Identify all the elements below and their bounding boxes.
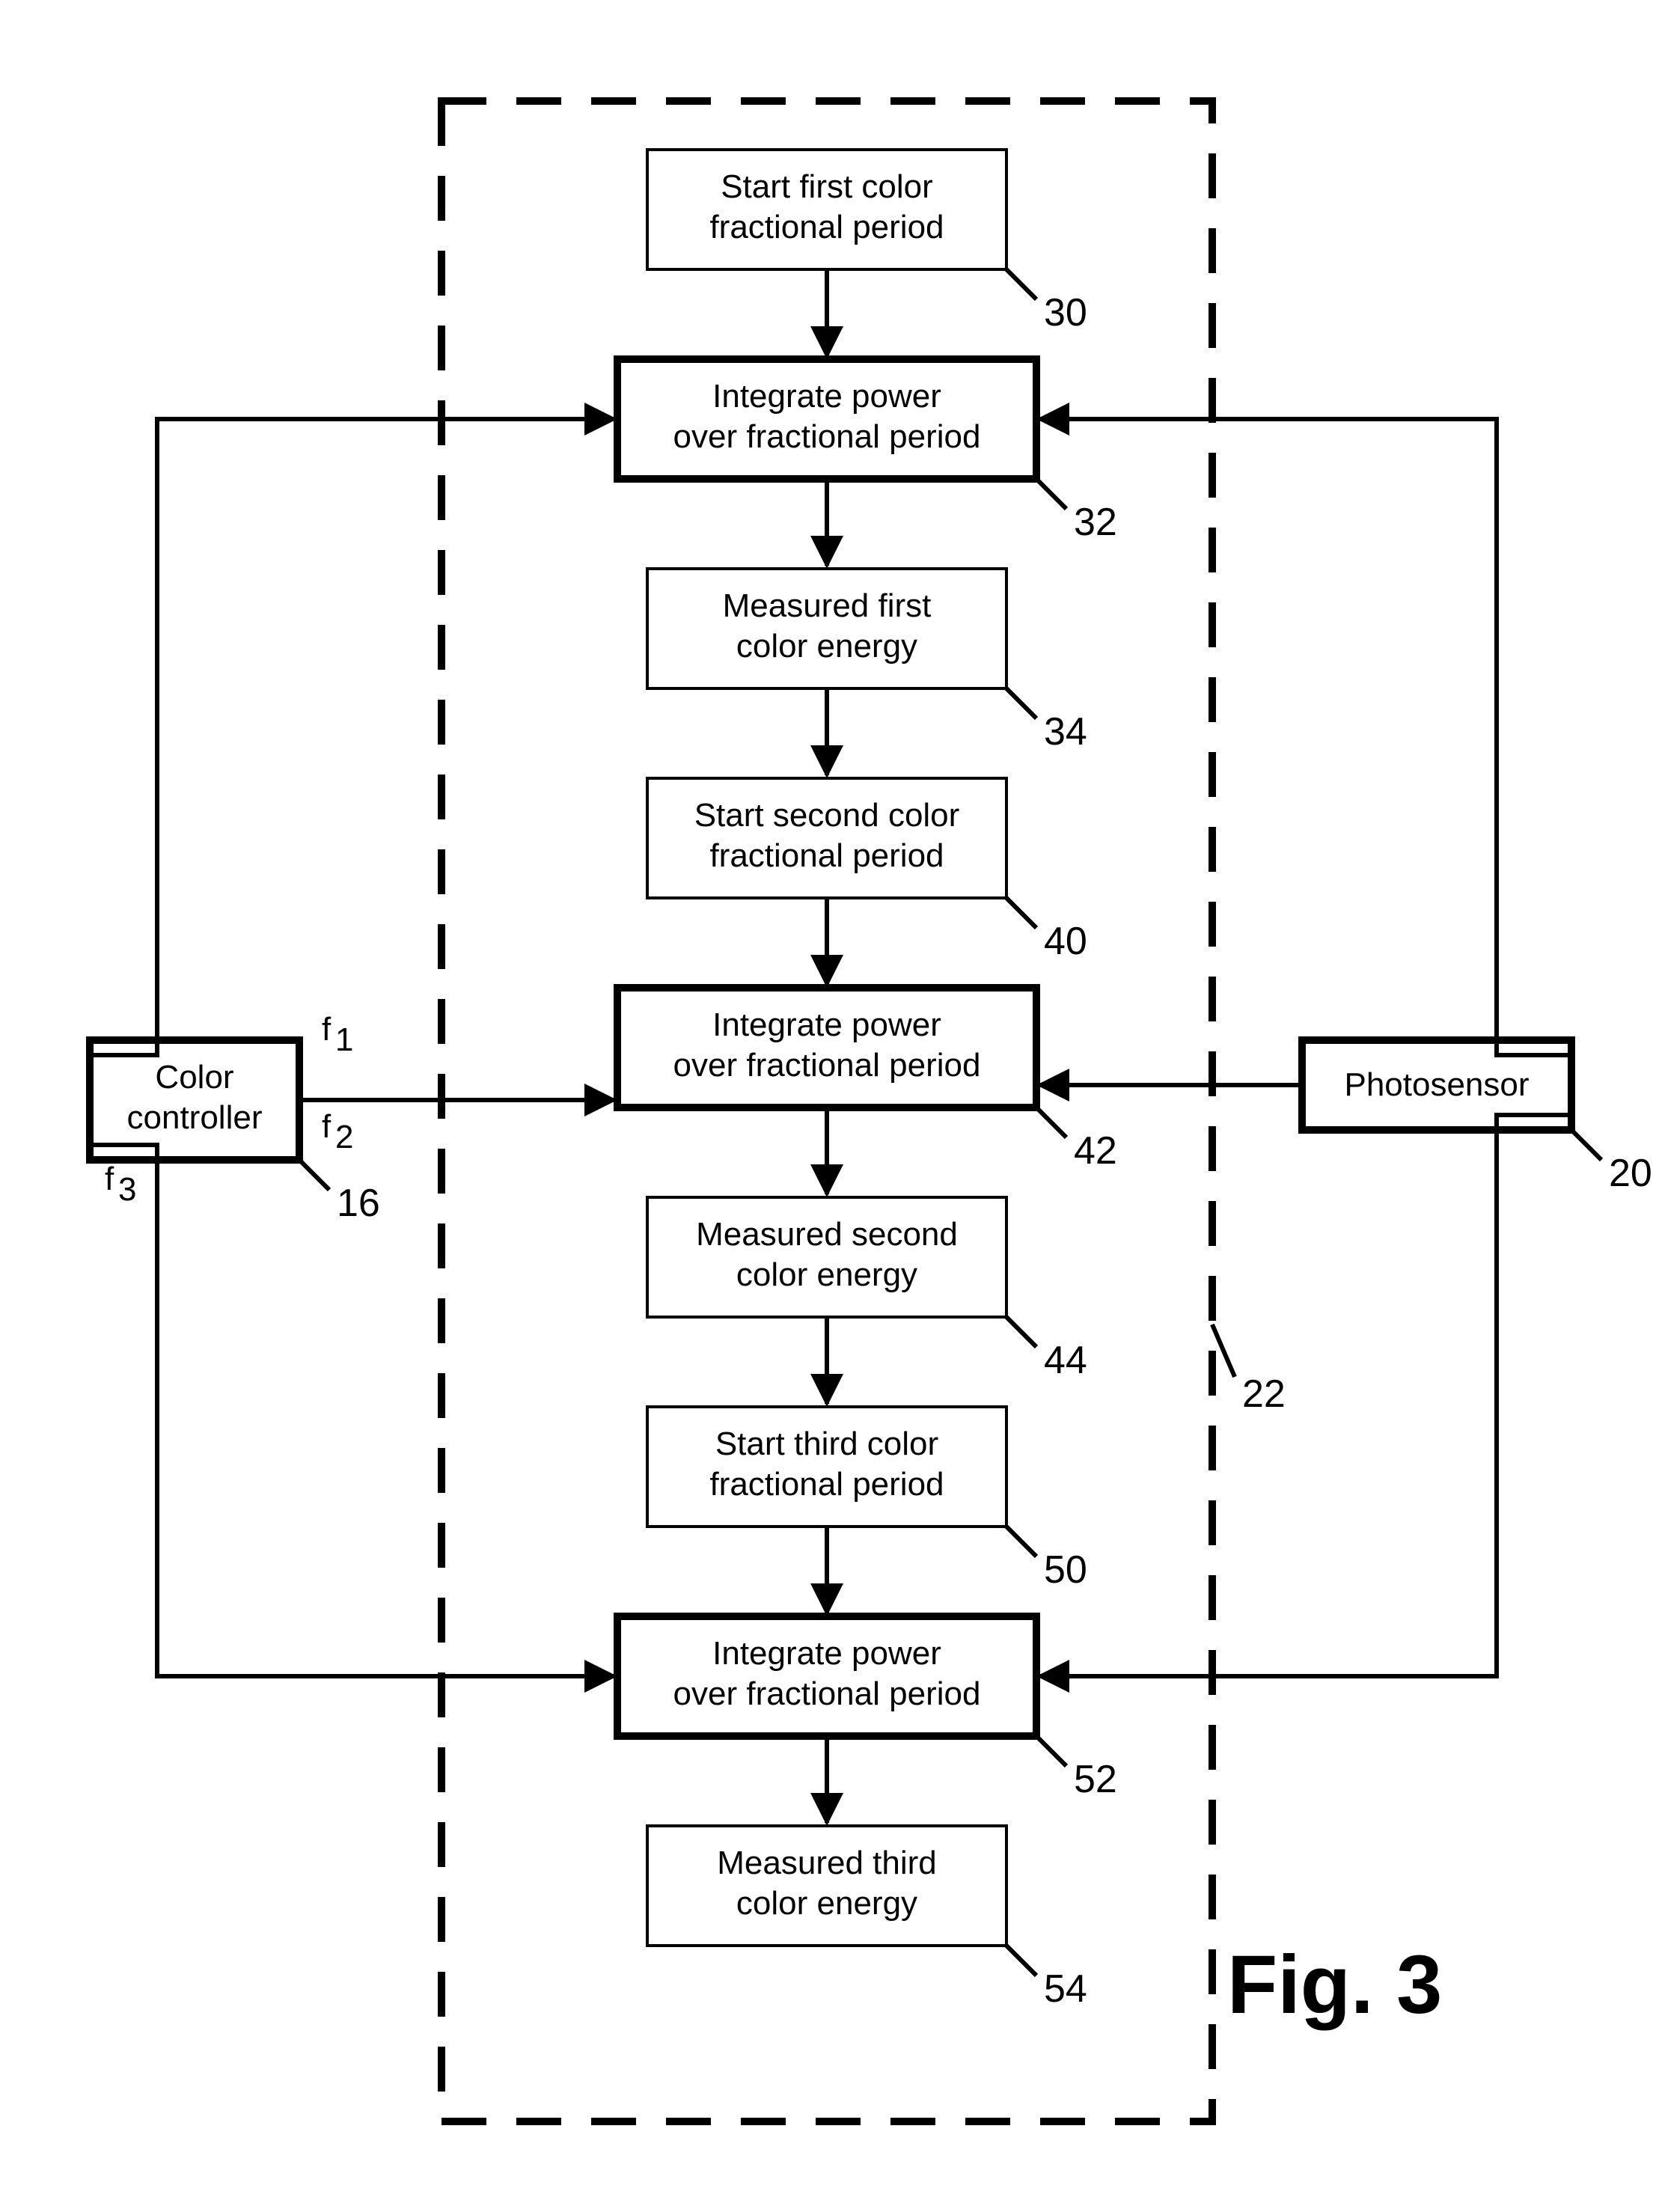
svg-text:color energy: color energy xyxy=(736,1885,917,1922)
svg-text:1: 1 xyxy=(335,1021,353,1058)
svg-text:over fractional period: over fractional period xyxy=(673,418,981,455)
svg-text:f: f xyxy=(322,1108,331,1145)
svg-text:Color: Color xyxy=(155,1059,233,1096)
svg-text:Integrate power: Integrate power xyxy=(712,1006,941,1043)
svg-text:Photosensor: Photosensor xyxy=(1344,1066,1529,1103)
svg-text:Measured third: Measured third xyxy=(717,1845,936,1881)
svg-text:50: 50 xyxy=(1044,1548,1087,1592)
svg-text:30: 30 xyxy=(1044,291,1087,334)
svg-text:over fractional period: over fractional period xyxy=(673,1675,981,1712)
svg-text:f: f xyxy=(322,1011,331,1048)
svg-text:over fractional period: over fractional period xyxy=(673,1047,981,1084)
svg-text:2: 2 xyxy=(335,1119,353,1155)
svg-text:Measured first: Measured first xyxy=(723,587,932,624)
svg-text:Measured second: Measured second xyxy=(696,1216,958,1253)
svg-text:34: 34 xyxy=(1044,710,1087,754)
svg-text:22: 22 xyxy=(1242,1372,1286,1416)
svg-text:54: 54 xyxy=(1044,1967,1087,2011)
svg-text:controller: controller xyxy=(127,1099,263,1136)
svg-text:32: 32 xyxy=(1074,501,1117,544)
svg-text:Start first color: Start first color xyxy=(721,168,933,205)
svg-text:fractional period: fractional period xyxy=(709,1466,944,1503)
svg-text:44: 44 xyxy=(1044,1339,1087,1382)
svg-text:fractional period: fractional period xyxy=(709,837,944,874)
svg-text:color energy: color energy xyxy=(736,1256,917,1293)
svg-text:Start third color: Start third color xyxy=(715,1426,938,1462)
svg-text:f: f xyxy=(105,1161,114,1197)
svg-text:52: 52 xyxy=(1074,1758,1117,1801)
svg-text:color energy: color energy xyxy=(736,628,917,664)
svg-text:Start second color: Start second color xyxy=(694,797,960,834)
svg-text:20: 20 xyxy=(1609,1152,1652,1195)
svg-text:42: 42 xyxy=(1074,1129,1117,1173)
svg-text:3: 3 xyxy=(118,1171,136,1208)
svg-text:Fig. 3: Fig. 3 xyxy=(1227,1939,1442,2031)
svg-text:Integrate power: Integrate power xyxy=(712,1635,941,1672)
svg-text:Integrate power: Integrate power xyxy=(712,378,941,415)
svg-text:fractional period: fractional period xyxy=(709,209,944,245)
svg-text:16: 16 xyxy=(337,1182,380,1225)
svg-text:40: 40 xyxy=(1044,920,1087,963)
